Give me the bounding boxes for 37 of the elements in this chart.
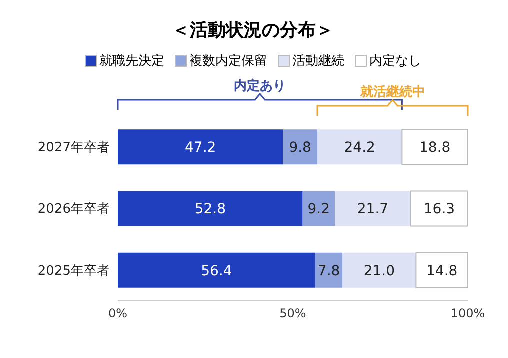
bar — [283, 130, 318, 165]
x-tick-label: 50% — [280, 306, 306, 321]
text: 内定あり — [234, 78, 286, 94]
data-label: 14.8 — [426, 263, 458, 280]
data-label: 47.2 — [185, 140, 216, 156]
data-label: 9.2 — [308, 202, 330, 218]
data-label: 7.8 — [318, 263, 340, 280]
bar — [118, 191, 303, 226]
y-tick-label: 2026年卒者 — [38, 202, 110, 218]
data-label: 9.8 — [289, 140, 312, 156]
data-label: 21.0 — [364, 263, 396, 280]
y-tick-label: 2027年卒者 — [38, 140, 110, 156]
data-label: 52.8 — [194, 202, 226, 218]
data-label: 21.7 — [357, 202, 389, 218]
legend-label: 複数内定保留 — [188, 53, 268, 70]
bar — [402, 129, 468, 166]
bar — [416, 252, 468, 288]
data-label: 18.8 — [420, 140, 451, 156]
bar — [342, 252, 416, 288]
bar — [335, 191, 411, 226]
data-label: 56.4 — [201, 263, 232, 280]
bar — [318, 130, 402, 165]
text: 就活継続中 — [359, 84, 426, 100]
bar — [118, 130, 284, 165]
x-tick-label: 0% — [108, 306, 128, 321]
legend-label: 活動継続 — [292, 53, 344, 70]
bar — [118, 252, 316, 288]
legend-label: 就職先決定 — [98, 53, 164, 70]
bar — [410, 190, 468, 227]
y-tick-label: 2025年卒者 — [38, 264, 110, 279]
data-label: 24.2 — [344, 140, 376, 156]
bar — [315, 252, 343, 288]
bar — [302, 191, 335, 226]
legend-label: 内定なし — [368, 53, 422, 70]
chart-title: ＜活動状況の分布＞ — [171, 19, 335, 43]
data-label: 16.3 — [424, 202, 456, 218]
x-tick-label: 100% — [450, 306, 486, 321]
